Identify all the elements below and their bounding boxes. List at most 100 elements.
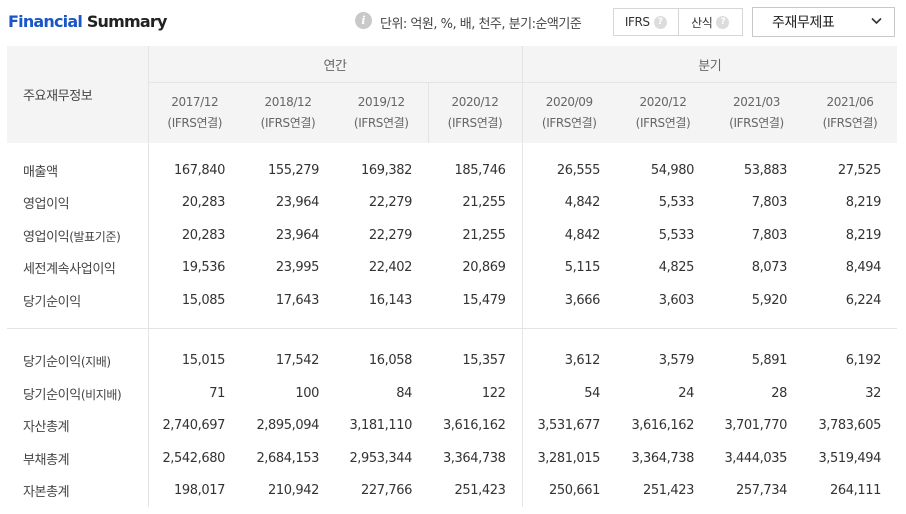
value-cell: 3,579 [658, 353, 695, 369]
period-basis: (IFRS연결) [822, 116, 878, 130]
value-cell: 5,891 [751, 353, 788, 369]
value-cell: 6,224 [845, 292, 882, 308]
value-cell: 3,181,110 [349, 418, 412, 434]
value-cell: 227,766 [361, 483, 412, 499]
table-row: 부채총계 2,542,680 2,684,153 2,953,344 3,364,738… [7, 442, 897, 475]
toggle-ifrs[interactable]: IFRS ? [614, 9, 678, 35]
row-label: 영업이익 [7, 186, 149, 219]
row-label-main: 당기순이익 [23, 387, 81, 403]
row-label: 매출액 [7, 154, 149, 187]
table-row: 당기순이익(비지배) 71 100 84 122 54 24 28 32 [7, 377, 897, 410]
value-cell: 32 [865, 385, 881, 401]
value-cell: 15,085 [181, 292, 225, 308]
value-cell: 71 [209, 385, 225, 401]
value-cell: 54 [584, 385, 600, 401]
period-date: 2018/12 [264, 95, 312, 109]
period-basis: (IFRS연결) [541, 116, 597, 130]
value-cell: 15,357 [428, 344, 523, 377]
period-header: 2021/03 (IFRS연결) [710, 82, 803, 143]
value-cell: 8,073 [751, 260, 788, 276]
period-header: 2017/12 (IFRS연결) [148, 82, 241, 143]
value-cell: 250,661 [549, 483, 600, 499]
value-cell: 16,143 [368, 292, 412, 308]
row-label: 세전계속사업이익 [7, 251, 149, 284]
value-cell: 8,494 [845, 260, 882, 276]
value-cell: 20,283 [181, 195, 225, 211]
period-basis: (IFRS연결) [167, 116, 223, 130]
statement-select[interactable]: 주재무제표 [752, 7, 895, 37]
value-cell: 17,542 [275, 353, 319, 369]
value-cell: 2,684,153 [256, 450, 319, 466]
quarterly-header: 분기 [522, 46, 897, 83]
row-label: 자산총계 [7, 409, 149, 442]
value-cell: 28 [771, 385, 787, 401]
value-cell: 20,869 [428, 251, 523, 284]
period-header: 2018/12 (IFRS연결) [241, 82, 335, 143]
value-cell: 167,840 [174, 162, 225, 178]
table-row: 매출액 167,840 155,279 169,382 185,746 26,555 54,… [7, 154, 897, 187]
row-label-main: 당기순이익 [23, 294, 81, 310]
value-cell: 3,531,677 [537, 418, 600, 434]
value-cell: 19,536 [181, 260, 225, 276]
chevron-down-icon [871, 17, 882, 26]
value-cell: 3,616,162 [631, 418, 694, 434]
value-cell: 4,825 [658, 260, 695, 276]
row-label-main: 자산총계 [23, 420, 70, 436]
value-cell: 22,279 [368, 227, 412, 243]
period-basis: (IFRS연결) [729, 116, 784, 130]
info-icon[interactable]: i [355, 12, 372, 29]
value-cell: 26,555 [556, 162, 600, 178]
value-cell: 198,017 [174, 483, 225, 499]
page-title: Financial Summary [8, 12, 167, 31]
value-cell: 2,953,344 [349, 450, 412, 466]
value-cell: 22,402 [368, 260, 412, 276]
value-cell: 4,842 [564, 195, 601, 211]
period-header: 2020/12 (IFRS연결) [427, 82, 523, 143]
value-cell: 23,964 [275, 195, 319, 211]
value-cell: 3,666 [564, 292, 601, 308]
title-part2: Summary [86, 12, 168, 31]
table-row: 영업이익 20,283 23,964 22,279 21,255 4,842 5,533 7,… [7, 186, 897, 219]
value-cell: 169,382 [361, 162, 412, 178]
row-label: 자본총계 [7, 474, 149, 507]
value-cell: 264,111 [830, 483, 881, 499]
question-icon[interactable]: ? [716, 15, 730, 29]
period-header: 2019/12 (IFRS연결) [335, 82, 428, 143]
question-icon[interactable]: ? [653, 15, 667, 29]
period-basis: (IFRS연결) [447, 116, 503, 130]
row-label: 부채총계 [7, 442, 149, 475]
value-cell: 23,995 [275, 260, 319, 276]
value-cell: 2,895,094 [256, 418, 319, 434]
row-label-main: 영업이익 [23, 197, 70, 213]
value-cell: 6,192 [845, 353, 882, 369]
period-date: 2019/12 [357, 95, 405, 109]
title-part1: Financial [8, 12, 83, 31]
value-cell: 3,519,494 [818, 450, 881, 466]
value-cell: 22,279 [368, 195, 412, 211]
value-cell: 27,525 [837, 162, 881, 178]
value-cell: 15,015 [181, 353, 225, 369]
row-label: 당기순이익(지배) [7, 344, 149, 377]
row-label-main: 매출액 [23, 164, 58, 180]
period-date: 2017/12 [171, 95, 219, 109]
value-cell: 5,920 [751, 292, 788, 308]
unit-text: 단위: 억원, %, 배, 천주, 분기:순액기준 [380, 17, 582, 32]
row-label-sub: (비지배) [80, 387, 122, 402]
toggle-formula[interactable]: 산식 ? [677, 9, 743, 35]
value-cell: 251,423 [428, 474, 523, 507]
item-header: 주요재무정보 [7, 46, 149, 143]
row-label: 당기순이익(비지배) [7, 377, 149, 410]
row-label-main: 당기순이익 [23, 355, 81, 371]
value-cell: 7,803 [751, 195, 788, 211]
value-cell: 3,444,035 [724, 450, 787, 466]
value-cell: 210,942 [268, 483, 319, 499]
value-cell: 17,643 [275, 292, 319, 308]
period-header: 2020/09 (IFRS연결) [522, 82, 616, 143]
value-cell: 3,364,738 [631, 450, 694, 466]
value-cell: 3,612 [564, 353, 601, 369]
value-cell: 21,255 [428, 186, 523, 219]
table-row: 당기순이익 15,085 17,643 16,143 15,479 3,666 3,603 5… [7, 284, 897, 317]
value-cell: 24 [678, 385, 694, 401]
row-label-main: 부채총계 [23, 452, 70, 468]
value-cell: 16,058 [368, 353, 412, 369]
